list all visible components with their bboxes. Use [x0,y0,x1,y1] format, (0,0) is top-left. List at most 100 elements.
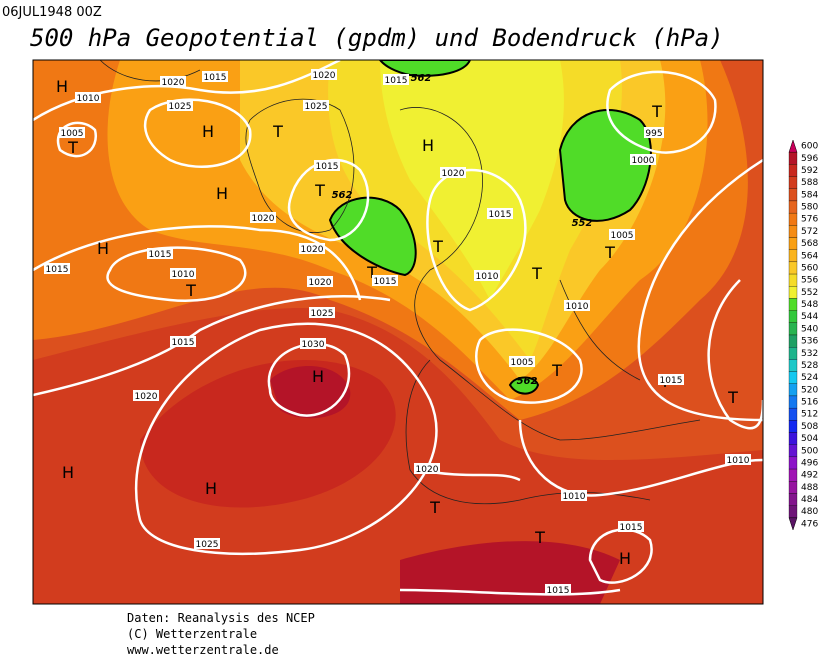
isobar-label: 1020 [301,245,324,255]
colorbar-swatch [788,505,798,518]
colorbar-label: 536 [801,337,818,347]
isobar-label: 1020 [135,392,158,402]
colorbar-label: 500 [801,446,818,456]
pressure-center: H [56,77,68,96]
colorbar-swatch [788,407,798,421]
isobar-label-box [250,212,276,223]
footer-line: www.wetterzentrale.de [127,643,279,656]
isobar-label: 1010 [566,302,589,312]
isobar-label: 1020 [162,78,185,88]
colorbar-label: 528 [801,361,818,371]
isobar-label-box [167,100,193,111]
isobar-label: 1010 [727,456,750,466]
pressure-center: H [216,184,228,203]
isobar-label: 1000 [632,156,655,166]
pressure-center: T [432,237,443,256]
colorbar-label: 512 [801,410,818,420]
pressure-center: T [604,243,615,262]
isobar-label-box [44,263,70,274]
colorbar-label: 524 [801,373,818,383]
isobar-label: 1015 [489,210,512,220]
isobar-label-box [414,463,440,474]
colorbar-label: 584 [801,190,818,200]
isobar-label-box [170,336,196,347]
colorbar-swatch [788,481,798,494]
colorbar-swatch [788,322,798,336]
pressure-center: T [314,181,325,200]
colorbar-label: 600 [801,142,818,152]
isobar-label-box [561,490,587,501]
colorbar-swatch [788,237,798,250]
colorbar-swatch [788,493,798,506]
isobar-label: 1015 [374,277,397,287]
isobar-label-box [630,154,656,165]
isobar-label-box [303,100,329,111]
isobar-label-box [618,521,644,532]
isobar-label: 1005 [511,358,534,368]
isobar-label: 1020 [416,465,439,475]
isobar-label: 1015 [172,338,195,348]
isobar-label-box [609,229,635,240]
colorbar-label: 588 [801,178,818,188]
colorbar-swatch [788,310,798,323]
colorbar-cap [788,517,798,531]
colorbar-swatch [788,371,798,384]
isobar-label: 1015 [660,376,683,386]
colorbar-swatch [788,420,798,433]
colorbar-swatch [788,432,798,445]
isobar-label: 1010 [476,272,499,282]
isobar-label-box [147,248,173,259]
colorbar-swatch [788,347,798,360]
isobar-label: 1010 [563,492,586,502]
colorbar-label: 532 [801,349,818,359]
isobar-label: 1005 [61,129,84,139]
colorbar-label: 556 [801,276,818,286]
pressure-center: T [551,361,562,380]
isobar-label: 1015 [620,523,643,533]
colorbar-swatch [788,468,798,482]
isobar-label-box [160,76,186,87]
colorbar-swatch [788,152,798,165]
colorbar-swatch [788,200,798,214]
pressure-center: T [429,498,440,517]
isobar-label-box [202,71,228,82]
isobar-label-box [311,69,337,80]
isobar-label-box [564,300,590,311]
colorbar-swatch [788,395,798,409]
isobar-label-box [474,270,500,281]
pressure-center: H [97,239,109,258]
isobar-label: 1025 [305,102,328,112]
colorbar-swatch [788,444,798,458]
colorbar-label: 564 [801,251,818,261]
colorbar-label: 484 [801,495,818,505]
colorbar-swatch [788,334,798,348]
isobar-label: 1015 [547,586,570,596]
pressure-center: T [272,122,283,141]
isobar-label-box [299,243,325,254]
pressure-center: H [205,479,217,498]
geopotential-label: 562 [517,376,538,387]
pressure-center: H [202,122,214,141]
colorbar-swatch [788,164,798,177]
isobar-label: 1015 [316,162,339,172]
isobar-label-box [383,74,409,85]
isobar-label: 1015 [149,250,172,260]
colorbar-label: 480 [801,507,818,517]
colorbar-label: 592 [801,166,818,176]
footer-line: Daten: Reanalysis des NCEP [127,611,315,625]
timestamp: 06JUL1948 00Z [2,5,102,20]
isobar-label-box [440,167,466,178]
isobar-label-box [372,275,398,286]
pressure-center: H [62,463,74,482]
colorbar-swatch [788,261,798,275]
colorbar-label: 488 [801,483,818,493]
pressure-center: T [67,138,78,157]
colorbar-label: 520 [801,385,818,395]
colorbar-label: 492 [801,471,818,481]
geopotential-label: 562 [332,190,353,201]
pressure-center: T [185,281,196,300]
isobar-label-box [314,160,340,171]
pressure-center: H [422,136,434,155]
colorbar-swatch [788,249,798,263]
colorbar-swatch [788,273,798,287]
